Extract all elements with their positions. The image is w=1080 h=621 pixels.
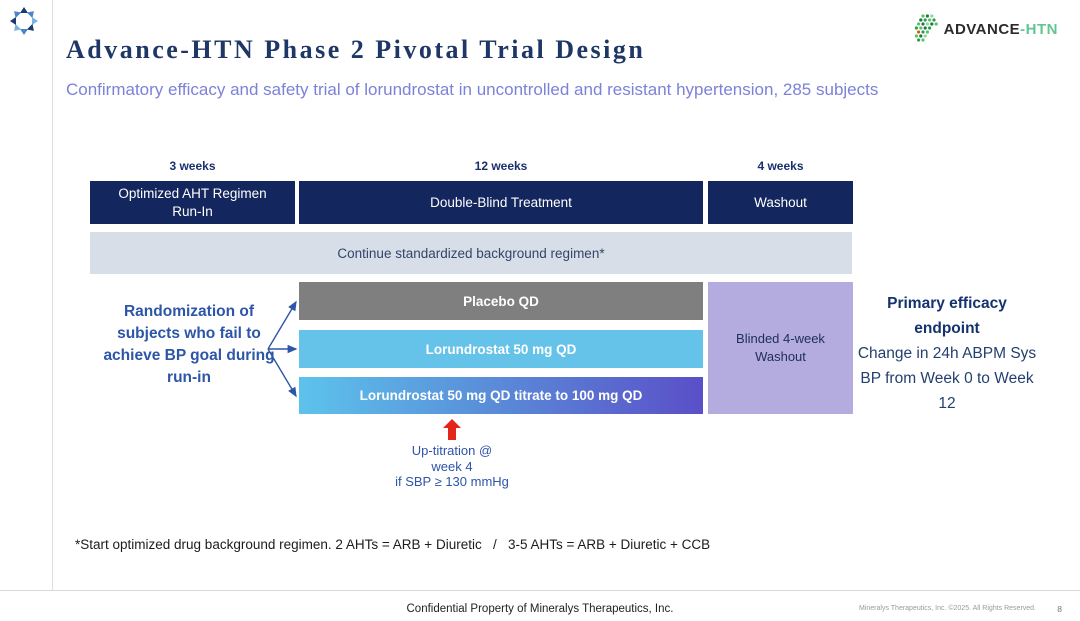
- randomization-text: Randomization of subjects who fail to ac…: [103, 303, 275, 386]
- primary-endpoint-body: Change in 24h ABPM Sys BP from Week 0 to…: [857, 345, 1037, 412]
- up-titration-line1: Up-titration @: [411, 443, 493, 458]
- page-subtitle: Confirmatory efficacy and safety trial o…: [66, 80, 879, 99]
- primary-endpoint-heading: Primary efficacy endpoint: [887, 295, 1007, 337]
- up-titration-line3: if SBP ≥ 130 mmHg: [395, 474, 509, 489]
- footnote: *Start optimized drug background regimen…: [75, 537, 711, 552]
- footer-confidential-text: Confidential Property of Mineralys Thera…: [406, 603, 674, 615]
- footer-copyright-text: Mineralys Therapeutics, Inc. ©2025. All …: [859, 605, 1036, 612]
- advance-htn-logo: ADVANCE-HTN: [912, 12, 1058, 46]
- advance-htn-dots-icon: [914, 14, 938, 42]
- up-titration-note: Up-titration @ week 4 if SBP ≥ 130 mmHg: [377, 443, 527, 490]
- page-title: Advance-HTN Phase 2 Pivotal Trial Design: [66, 35, 646, 64]
- phase-box-double-blind: Double-Blind Treatment: [299, 181, 703, 224]
- arm-lorundrostat-titrate: Lorundrostat 50 mg QD titrate to 100 mg …: [299, 377, 703, 414]
- mineralys-pinwheel-icon: [10, 7, 38, 35]
- background-regimen-bar: Continue standardized background regimen…: [90, 232, 852, 274]
- phase-box-run-in: Optimized AHT Regimen Run-In: [90, 181, 295, 224]
- brand-htn-label: -HTN: [1020, 20, 1058, 38]
- duration-label-treatment: 12 weeks: [474, 159, 528, 173]
- footer-divider-line: [0, 590, 1080, 591]
- brand-advance-label: ADVANCE: [943, 20, 1021, 38]
- up-titration-line2: week 4: [431, 458, 473, 474]
- arm-lorundrostat-50: Lorundrostat 50 mg QD: [299, 330, 703, 368]
- phase-box-washout: Washout: [708, 181, 853, 224]
- arm-placebo: Placebo QD: [299, 282, 703, 320]
- left-divider-line: [52, 0, 53, 590]
- page-number: 8: [1057, 604, 1062, 614]
- blinded-washout-box: Blinded 4-week Washout: [708, 282, 853, 414]
- duration-label-run-in: 3 weeks: [169, 159, 216, 173]
- duration-label-washout: 4 weeks: [757, 159, 804, 173]
- randomization-fan-arrows-icon: [267, 300, 298, 398]
- up-titration-arrow-icon: [443, 419, 461, 440]
- primary-endpoint-block: Primary efficacy endpoint Change in 24h …: [853, 291, 1041, 416]
